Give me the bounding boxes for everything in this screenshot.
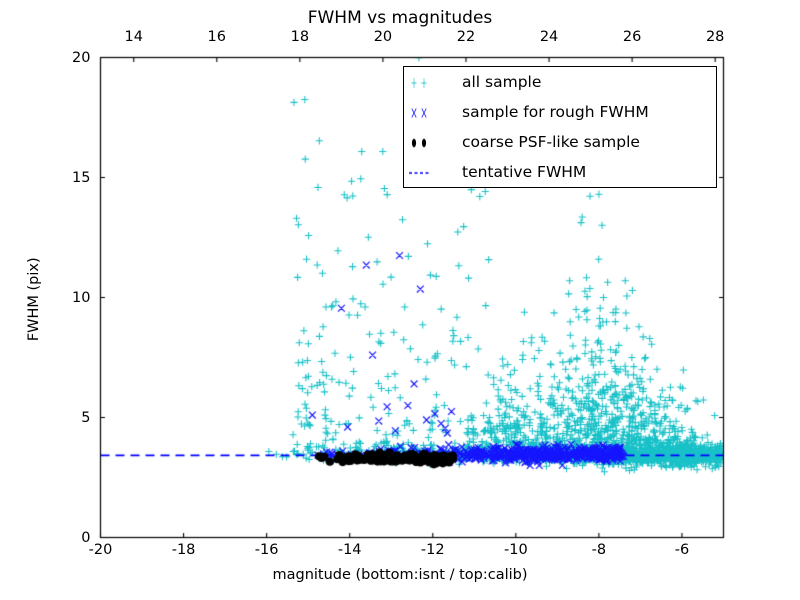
x-axis-label: magnitude (bottom:isnt / top:calib): [272, 567, 528, 583]
y-axis-tick-label: 20: [72, 49, 91, 66]
legend-marker-plus-icon: [404, 68, 434, 98]
legend-item: sample for rough FWHM: [404, 98, 716, 128]
y-axis-label: FWHM (pix): [25, 257, 42, 342]
x-axis-tick-label-bottom: -12: [420, 542, 445, 558]
legend-marker-dot-icon: [404, 128, 434, 158]
x-axis-tick-label-top: 16: [207, 29, 226, 45]
legend: all sample sample for rough FWHM coarse PS…: [403, 66, 717, 188]
y-axis-tick-label: 0: [81, 529, 91, 546]
legend-item-label: sample for rough FWHM: [462, 103, 649, 121]
x-axis-tick-label-top: 20: [373, 29, 393, 45]
x-axis-tick-label-top: 26: [622, 29, 642, 45]
x-axis-tick-label-bottom: -6: [674, 542, 690, 558]
x-axis-tick-label-bottom: -16: [254, 542, 279, 558]
legend-item-label: coarse PSF-like sample: [462, 133, 640, 151]
legend-item: coarse PSF-like sample: [404, 128, 716, 158]
legend-marker-dashed-line-icon: [404, 158, 434, 188]
x-axis-tick-label-bottom: -18: [171, 542, 196, 558]
y-axis-tick-label: 10: [72, 289, 91, 306]
legend-item: tentative FWHM: [404, 158, 716, 188]
x-axis-tick-label-bottom: -8: [591, 542, 607, 558]
y-axis-tick-label: 15: [72, 169, 91, 186]
x-axis-tick-label-bottom: -10: [503, 542, 528, 558]
x-axis-tick-label-top: 14: [124, 29, 143, 45]
x-axis-tick-label-top: 24: [539, 29, 559, 45]
x-axis-tick-label-top: 22: [456, 29, 476, 45]
y-axis-tick-label: 5: [81, 409, 91, 426]
x-axis-tick-label-top: 18: [290, 29, 310, 45]
legend-item-label: tentative FWHM: [462, 163, 587, 181]
legend-item-label: all sample: [462, 73, 542, 91]
legend-marker-cross-icon: [404, 98, 434, 128]
x-axis-tick-label-top: 28: [705, 29, 725, 45]
page-title: FWHM vs magnitudes: [307, 8, 493, 28]
x-axis-tick-label-bottom: -20: [88, 542, 113, 558]
x-axis-tick-label-bottom: -14: [337, 542, 362, 558]
legend-item: all sample: [404, 68, 716, 98]
